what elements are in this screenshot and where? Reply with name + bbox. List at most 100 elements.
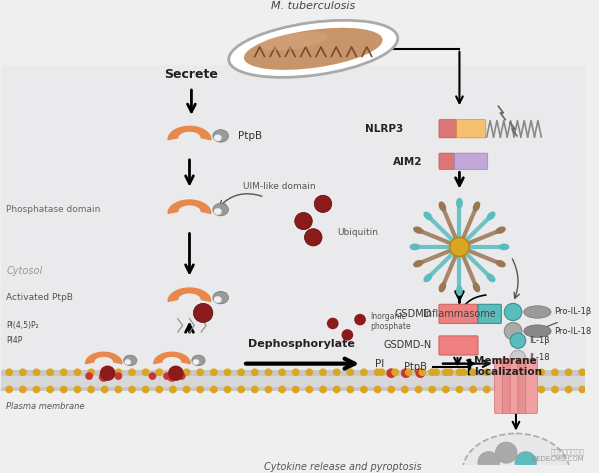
Circle shape — [510, 333, 526, 348]
Circle shape — [292, 385, 300, 394]
Ellipse shape — [413, 260, 423, 267]
Circle shape — [278, 385, 286, 394]
Bar — [1, 65, 585, 381]
Circle shape — [183, 368, 190, 376]
Text: Dephosphorylate: Dephosphorylate — [248, 339, 355, 350]
Circle shape — [101, 385, 108, 394]
Circle shape — [278, 368, 286, 376]
Circle shape — [442, 368, 450, 376]
Circle shape — [168, 366, 184, 381]
Ellipse shape — [524, 325, 551, 337]
Circle shape — [319, 368, 327, 376]
Circle shape — [87, 368, 95, 376]
Circle shape — [483, 368, 491, 376]
Circle shape — [478, 452, 500, 473]
Circle shape — [155, 368, 163, 376]
Circle shape — [19, 385, 27, 394]
Text: Inorganic
phosphate: Inorganic phosphate — [370, 312, 410, 331]
Ellipse shape — [214, 134, 222, 141]
Circle shape — [193, 303, 213, 323]
Circle shape — [114, 372, 122, 380]
Circle shape — [360, 368, 368, 376]
Circle shape — [314, 195, 332, 212]
Circle shape — [327, 318, 338, 329]
Circle shape — [401, 385, 409, 394]
Circle shape — [579, 385, 586, 394]
Circle shape — [178, 372, 186, 380]
Ellipse shape — [456, 285, 463, 296]
Ellipse shape — [423, 211, 432, 220]
Circle shape — [469, 385, 477, 394]
Text: Secrete: Secrete — [165, 68, 219, 80]
Text: PI4P: PI4P — [6, 336, 23, 345]
Circle shape — [74, 385, 81, 394]
Circle shape — [319, 385, 327, 394]
Circle shape — [99, 372, 108, 382]
Ellipse shape — [486, 211, 495, 220]
FancyBboxPatch shape — [455, 153, 488, 169]
Text: Inflammasome: Inflammasome — [423, 309, 496, 319]
Circle shape — [333, 385, 341, 394]
Text: DEDECMS.COM: DEDECMS.COM — [531, 456, 584, 462]
Circle shape — [565, 385, 573, 394]
Circle shape — [551, 385, 559, 394]
Ellipse shape — [423, 273, 432, 282]
Circle shape — [19, 368, 27, 376]
FancyBboxPatch shape — [526, 359, 537, 413]
Circle shape — [128, 385, 136, 394]
Ellipse shape — [524, 306, 551, 318]
Circle shape — [530, 466, 551, 473]
Text: PI(4,5)P₂: PI(4,5)P₂ — [6, 321, 39, 330]
Circle shape — [360, 385, 368, 394]
Circle shape — [415, 385, 422, 394]
Text: NLRP3: NLRP3 — [365, 124, 403, 134]
Circle shape — [428, 385, 436, 394]
Circle shape — [405, 368, 413, 376]
Circle shape — [386, 368, 396, 378]
Circle shape — [579, 368, 586, 376]
Circle shape — [377, 368, 385, 376]
Circle shape — [565, 368, 573, 376]
Text: Phosphatase domain: Phosphatase domain — [6, 205, 101, 214]
Circle shape — [87, 385, 95, 394]
Circle shape — [524, 385, 531, 394]
FancyBboxPatch shape — [439, 336, 478, 355]
Circle shape — [515, 452, 537, 473]
FancyBboxPatch shape — [439, 304, 478, 324]
Circle shape — [223, 368, 231, 376]
Circle shape — [46, 368, 54, 376]
Circle shape — [167, 372, 177, 382]
Polygon shape — [168, 200, 211, 213]
FancyBboxPatch shape — [456, 120, 486, 138]
Circle shape — [416, 368, 425, 378]
Text: PtpB: PtpB — [238, 131, 262, 141]
Ellipse shape — [214, 296, 222, 303]
Circle shape — [251, 385, 259, 394]
Circle shape — [5, 368, 13, 376]
Ellipse shape — [499, 244, 509, 250]
Ellipse shape — [213, 203, 228, 216]
Text: IL-18: IL-18 — [530, 353, 550, 362]
Text: PtpB: PtpB — [404, 361, 427, 371]
Circle shape — [388, 368, 395, 376]
Text: 织梦内容管理系统: 织梦内容管理系统 — [550, 448, 584, 455]
Ellipse shape — [214, 208, 222, 215]
Circle shape — [401, 368, 411, 378]
Circle shape — [32, 385, 40, 394]
Circle shape — [169, 368, 177, 376]
Circle shape — [142, 368, 150, 376]
FancyBboxPatch shape — [503, 359, 514, 413]
Circle shape — [114, 368, 122, 376]
Circle shape — [223, 385, 231, 394]
Ellipse shape — [260, 32, 328, 50]
Circle shape — [265, 385, 273, 394]
Circle shape — [446, 368, 453, 376]
Bar — [1, 370, 585, 391]
Circle shape — [346, 368, 354, 376]
FancyBboxPatch shape — [439, 120, 456, 138]
Circle shape — [537, 368, 545, 376]
Text: Ubiquitin: Ubiquitin — [338, 228, 379, 237]
Circle shape — [354, 314, 366, 325]
Text: Cytosol: Cytosol — [6, 266, 43, 276]
Circle shape — [210, 385, 218, 394]
